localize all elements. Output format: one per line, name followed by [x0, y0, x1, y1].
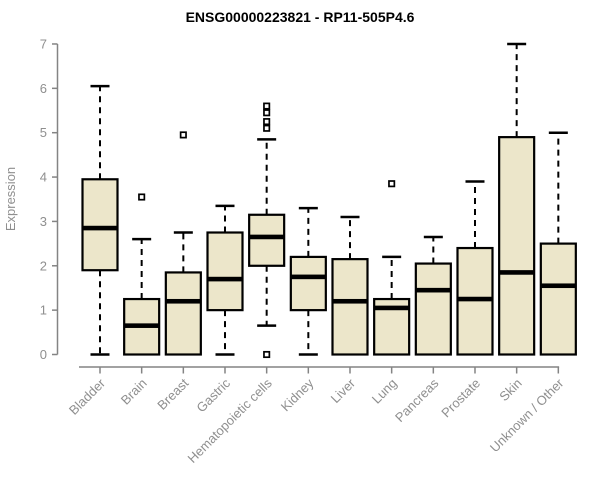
median-line — [499, 270, 535, 275]
y-tick-label: 0 — [40, 347, 47, 362]
boxplot-gastric — [206, 204, 244, 356]
boxplot-kidney — [289, 206, 327, 356]
y-tick-label: 6 — [40, 81, 47, 96]
iqr-box — [498, 136, 536, 356]
x-tick-label: Pancreas — [392, 375, 442, 425]
outlier-point — [388, 180, 396, 188]
boxplot-bladder — [81, 84, 119, 356]
median-line — [332, 298, 368, 304]
iqr-box — [206, 231, 244, 312]
outlier-point — [263, 350, 271, 359]
median-line — [165, 298, 201, 304]
x-tick-label: Skin — [496, 376, 524, 404]
boxplot-pancreas — [414, 235, 452, 356]
iqr-box — [81, 178, 119, 272]
median-line — [290, 274, 326, 280]
y-axis: 0 1 2 3 4 5 6 7 — [40, 36, 59, 362]
iqr-box — [164, 271, 202, 356]
outlier-point — [263, 102, 271, 110]
iqr-box — [414, 262, 452, 356]
outlier-point — [138, 193, 146, 201]
boxplot-skin — [498, 42, 536, 356]
iqr-box — [331, 258, 369, 356]
y-tick-label: 5 — [40, 125, 47, 140]
outlier-point — [263, 118, 271, 126]
x-tick-label: Prostate — [438, 376, 483, 421]
x-tick-label: Kidney — [278, 375, 317, 414]
outlier-point — [179, 131, 187, 139]
boxplot-series — [81, 42, 577, 359]
median-line — [415, 287, 451, 293]
median-line — [540, 283, 576, 289]
iqr-box — [248, 213, 286, 267]
median-line — [249, 234, 285, 240]
x-tick-label: Lung — [369, 376, 400, 407]
x-tick-label: Bladder — [66, 375, 109, 418]
outlier-point — [263, 109, 271, 117]
boxplot-brain — [123, 193, 161, 356]
median-line — [124, 323, 160, 328]
y-tick-label: 4 — [40, 170, 47, 185]
boxplot-unknown-other — [539, 131, 577, 356]
x-tick-label: Unknown / Other — [487, 375, 567, 455]
chart-title: ENSG00000223821 - RP11-505P4.6 — [186, 9, 415, 25]
median-line — [374, 305, 410, 311]
median-line — [207, 276, 243, 282]
median-line — [82, 225, 118, 231]
y-tick-label: 1 — [40, 303, 47, 318]
boxplot-prostate — [456, 180, 494, 356]
x-tick-label: Liver — [328, 375, 359, 406]
boxplot-breast — [164, 131, 202, 356]
boxplot-liver — [331, 215, 369, 356]
median-line — [457, 296, 493, 302]
iqr-box — [539, 242, 577, 356]
y-tick-label: 3 — [40, 214, 47, 229]
iqr-box — [289, 255, 327, 312]
x-tick-label: Gastric — [193, 375, 233, 415]
outlier-point — [263, 124, 271, 132]
x-tick-label: Breast — [154, 375, 191, 412]
x-tick-label: Brain — [118, 376, 150, 408]
boxplot-hematopoietic-cells — [248, 102, 286, 359]
boxplot-lung — [373, 180, 411, 356]
y-tick-label: 7 — [40, 36, 47, 51]
y-axis-label: Expression — [3, 167, 18, 231]
y-tick-label: 2 — [40, 258, 47, 273]
